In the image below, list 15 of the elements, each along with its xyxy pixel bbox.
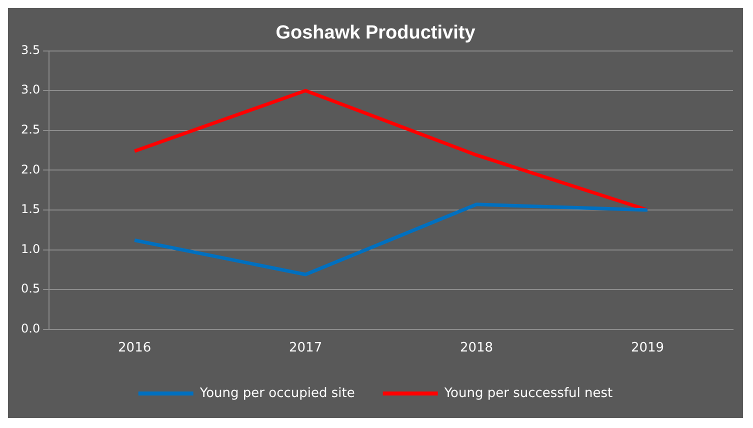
y-tick-label: 1.5 — [20, 202, 40, 216]
y-tick-label: 1.0 — [20, 242, 40, 256]
chart-title: Goshawk Productivity — [276, 22, 476, 44]
x-tick-label: 2017 — [289, 340, 322, 356]
x-tick-label: 2019 — [630, 340, 664, 356]
y-tick-label: 3.5 — [20, 42, 40, 57]
x-tick-label: 2018 — [460, 340, 494, 356]
y-tick-label: 0.5 — [20, 282, 40, 296]
y-tick-label: 0.0 — [20, 322, 40, 336]
x-tick-label: 2016 — [118, 340, 152, 356]
y-tick-label: 3.0 — [20, 82, 40, 97]
y-tick-label: 2.5 — [20, 122, 40, 137]
legend-label: Young per successful nest — [443, 386, 613, 401]
legend-label: Young per occupied site — [198, 386, 355, 401]
y-tick-label: 2.0 — [20, 162, 40, 176]
